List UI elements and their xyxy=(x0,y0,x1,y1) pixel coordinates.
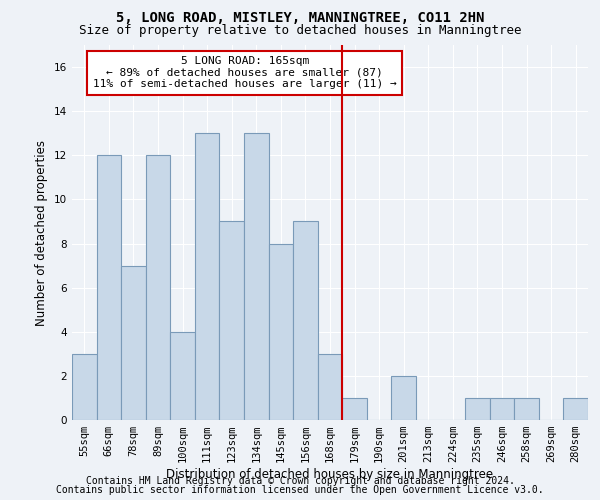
Bar xyxy=(220,222,244,420)
Bar xyxy=(72,354,97,420)
Bar xyxy=(269,244,293,420)
Bar xyxy=(121,266,146,420)
Text: Size of property relative to detached houses in Manningtree: Size of property relative to detached ho… xyxy=(79,24,521,37)
Text: Contains HM Land Registry data © Crown copyright and database right 2024.: Contains HM Land Registry data © Crown c… xyxy=(86,476,514,486)
Bar xyxy=(293,222,318,420)
Bar xyxy=(391,376,416,420)
Bar xyxy=(342,398,367,420)
Text: 5 LONG ROAD: 165sqm
← 89% of detached houses are smaller (87)
11% of semi-detach: 5 LONG ROAD: 165sqm ← 89% of detached ho… xyxy=(93,56,397,90)
X-axis label: Distribution of detached houses by size in Manningtree: Distribution of detached houses by size … xyxy=(166,468,494,481)
Bar xyxy=(244,133,269,420)
Bar xyxy=(146,156,170,420)
Text: Contains public sector information licensed under the Open Government Licence v3: Contains public sector information licen… xyxy=(56,485,544,495)
Bar xyxy=(465,398,490,420)
Bar xyxy=(170,332,195,420)
Bar xyxy=(514,398,539,420)
Bar xyxy=(490,398,514,420)
Bar xyxy=(195,133,220,420)
Y-axis label: Number of detached properties: Number of detached properties xyxy=(35,140,49,326)
Bar xyxy=(97,156,121,420)
Bar xyxy=(563,398,588,420)
Bar xyxy=(318,354,342,420)
Text: 5, LONG ROAD, MISTLEY, MANNINGTREE, CO11 2HN: 5, LONG ROAD, MISTLEY, MANNINGTREE, CO11… xyxy=(116,12,484,26)
